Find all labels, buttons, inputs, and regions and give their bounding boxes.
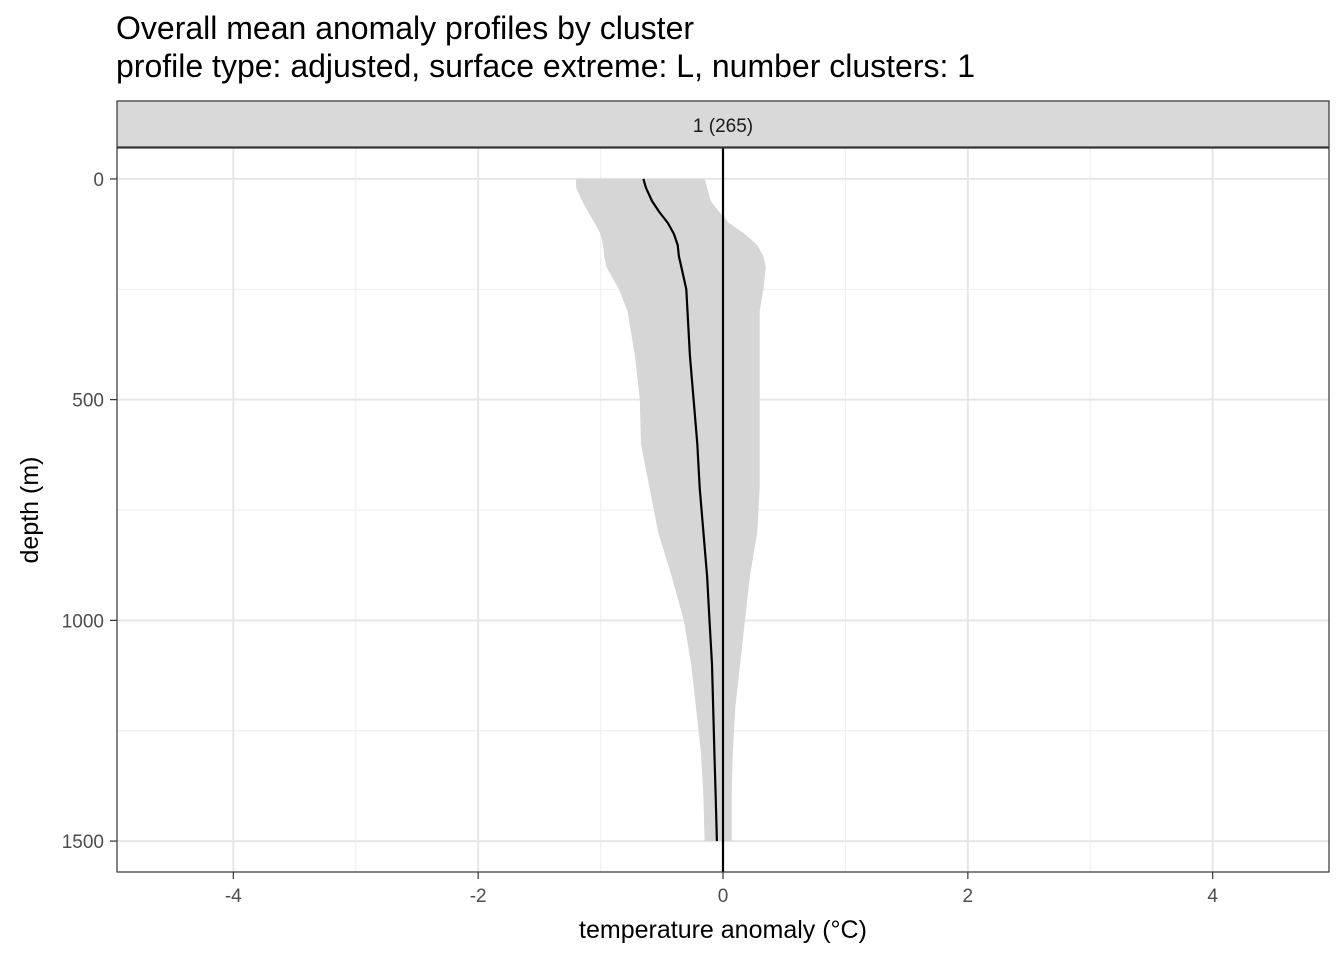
chart-title: Overall mean anomaly profiles by cluster	[116, 10, 695, 46]
mean-anomaly-line	[642, 178, 718, 842]
y-axis-title: depth (m)	[16, 457, 44, 564]
y-tick-label: 1500	[62, 832, 104, 853]
y-tick-label: 1000	[62, 611, 104, 632]
x-tick-label: 0	[718, 886, 729, 907]
x-tick-label: 4	[1207, 886, 1218, 907]
y-tick-label: 500	[72, 391, 104, 412]
x-axis-title: temperature anomaly (°C)	[579, 916, 867, 944]
x-axis: -4 -2 0 2 4	[225, 872, 1218, 907]
chart-subtitle: profile type: adjusted, surface extreme:…	[116, 48, 976, 84]
anomaly-range-band	[576, 178, 766, 842]
x-tick-label: 2	[963, 886, 974, 907]
y-tick-label: 0	[93, 170, 104, 191]
x-tick-label: -2	[470, 886, 487, 907]
facet-label: 1 (265)	[693, 116, 753, 137]
x-tick-label: -4	[225, 886, 242, 907]
facet-strip	[116, 100, 1330, 148]
y-axis: 0 500 1000 1500	[62, 170, 117, 853]
